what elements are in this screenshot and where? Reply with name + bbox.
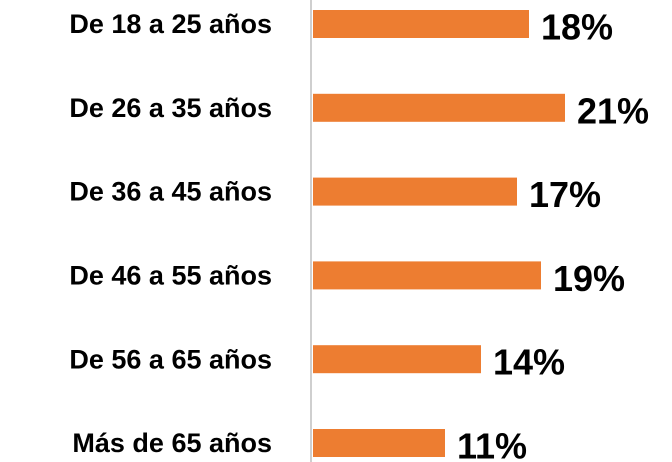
category-label: De 46 a 55 años bbox=[69, 261, 272, 291]
bar bbox=[313, 345, 481, 374]
value-label: 19% bbox=[553, 258, 625, 299]
value-label: 17% bbox=[529, 174, 601, 215]
category-label: De 36 a 45 años bbox=[69, 177, 272, 207]
category-label: De 26 a 35 años bbox=[69, 93, 272, 123]
bar bbox=[313, 261, 541, 290]
value-label: 21% bbox=[577, 90, 649, 131]
bar bbox=[313, 177, 517, 206]
value-label: 18% bbox=[541, 7, 613, 48]
category-label: De 18 a 25 años bbox=[69, 9, 272, 39]
bar bbox=[313, 10, 529, 38]
category-label: Más de 65 años bbox=[72, 428, 272, 458]
value-label: 11% bbox=[457, 426, 527, 462]
category-label: De 56 a 65 años bbox=[69, 344, 272, 374]
bar bbox=[313, 93, 565, 122]
value-label: 14% bbox=[493, 342, 565, 383]
bar bbox=[313, 429, 445, 457]
